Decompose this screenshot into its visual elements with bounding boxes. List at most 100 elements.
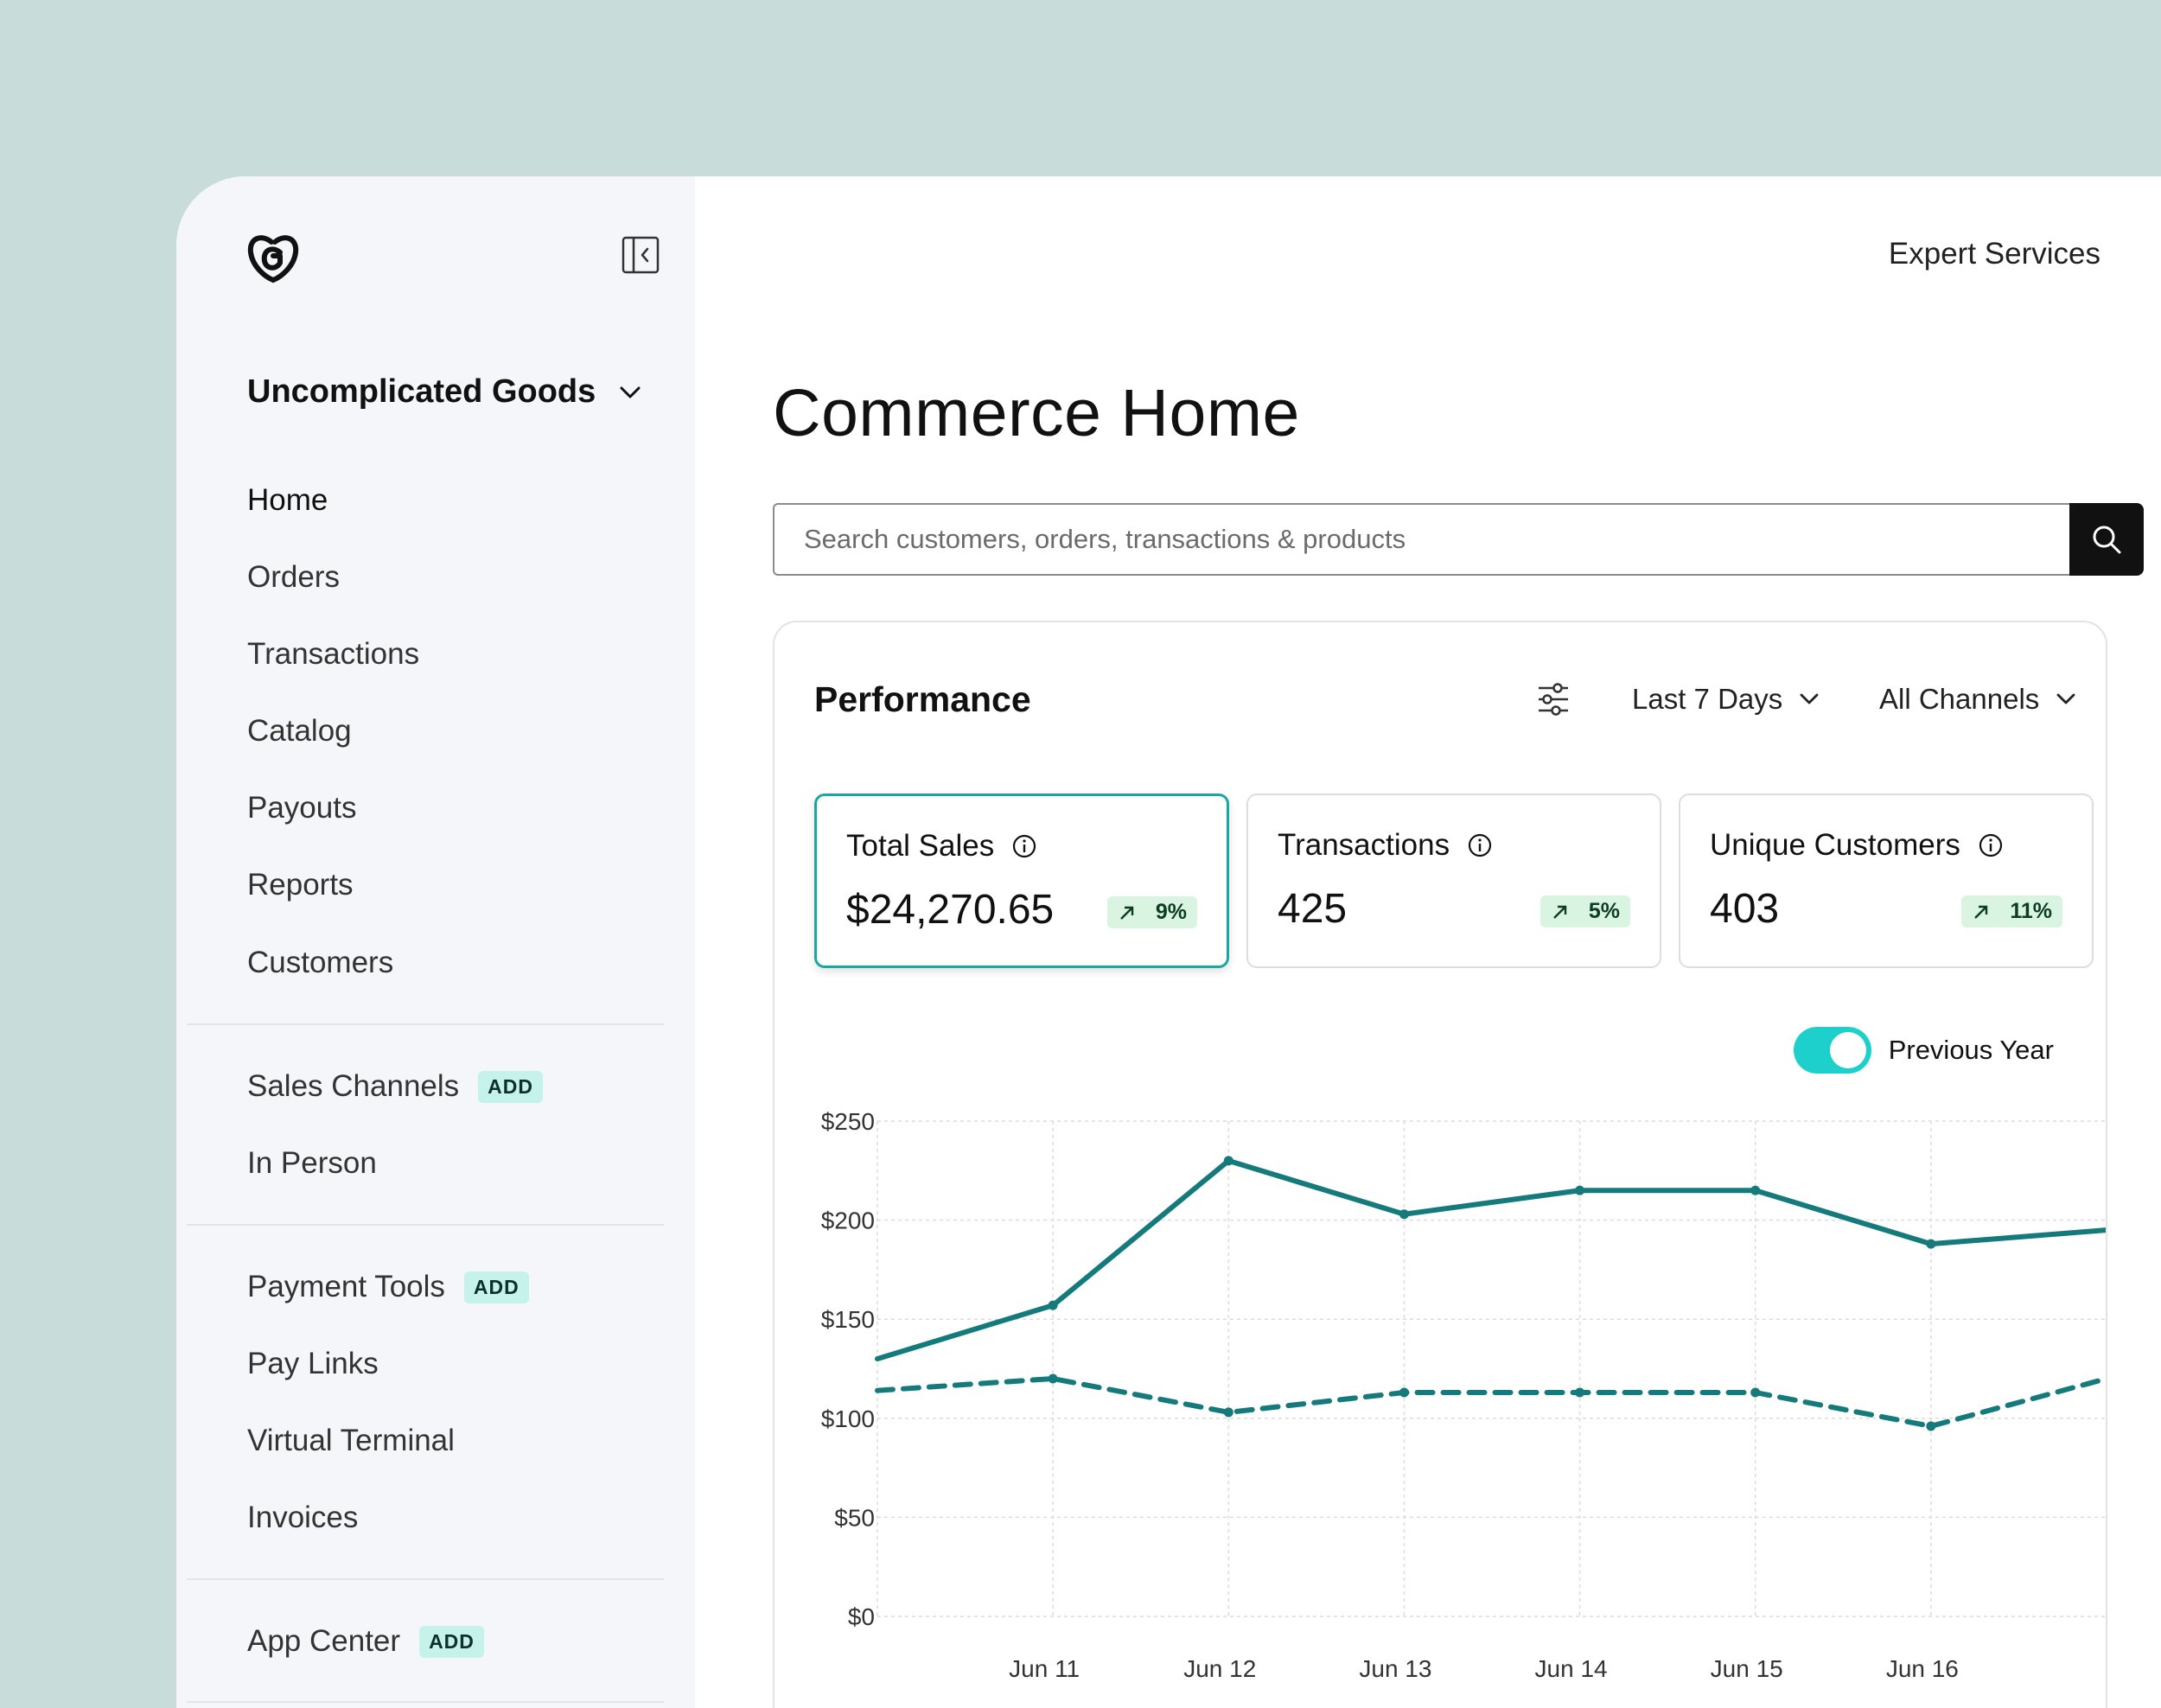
series-line-previous-year bbox=[875, 1375, 2106, 1429]
add-badge: ADD bbox=[419, 1625, 484, 1658]
data-point bbox=[1926, 1421, 1936, 1431]
data-point bbox=[1750, 1387, 1761, 1398]
info-icon[interactable] bbox=[1978, 832, 2004, 858]
sidebar-item-label: Payment Tools bbox=[247, 1270, 445, 1303]
data-point bbox=[1399, 1387, 1409, 1398]
add-badge: ADD bbox=[478, 1070, 543, 1103]
data-point bbox=[1048, 1373, 1058, 1384]
chevron-down-icon bbox=[2056, 693, 2075, 704]
sidebar-item-label: Customers bbox=[247, 946, 394, 979]
sidebar-item-in-person[interactable]: In Person bbox=[247, 1146, 377, 1181]
search-button[interactable] bbox=[2069, 503, 2144, 576]
store-switcher[interactable]: Uncomplicated Goods bbox=[247, 373, 642, 411]
sidebar-item-label: Catalog bbox=[247, 714, 352, 748]
info-icon[interactable] bbox=[1011, 833, 1037, 859]
expert-services-link[interactable]: Expert Services bbox=[1888, 237, 2100, 271]
data-point bbox=[1223, 1407, 1233, 1418]
x-tick-label: Jun 11 bbox=[1009, 1655, 1080, 1682]
metric-delta-badge: 9% bbox=[1106, 896, 1197, 928]
sidebar-item-label: Sales Channels bbox=[247, 1069, 460, 1103]
sidebar-item-home[interactable]: Home bbox=[247, 483, 328, 518]
metric-card-total-sales[interactable]: Total Sales $24,270.65 9% bbox=[814, 793, 1229, 968]
previous-year-toggle[interactable] bbox=[1793, 1027, 1871, 1074]
sidebar-item-payouts[interactable]: Payouts bbox=[247, 791, 356, 825]
metric-value: 425 bbox=[1278, 886, 1348, 932]
sidebar-item-virtual-terminal[interactable]: Virtual Terminal bbox=[247, 1424, 455, 1458]
metric-label-text: Unique Customers bbox=[1710, 828, 1960, 862]
arrow-up-right-icon bbox=[1974, 905, 1988, 919]
y-tick-label: $200 bbox=[821, 1208, 875, 1234]
data-point bbox=[1575, 1387, 1585, 1398]
data-point bbox=[1223, 1156, 1233, 1166]
metric-card-unique-customers[interactable]: Unique Customers 403 11% bbox=[1679, 793, 2094, 968]
metric-delta-value: 11% bbox=[2010, 899, 2052, 923]
sidebar-item-label: Virtual Terminal bbox=[247, 1424, 455, 1457]
y-tick-label: $50 bbox=[834, 1504, 875, 1531]
sidebar-item-label: In Person bbox=[247, 1146, 377, 1180]
sidebar-item-pay-links[interactable]: Pay Links bbox=[247, 1347, 379, 1381]
sidebar-item-label: Transactions bbox=[247, 637, 420, 671]
sidebar-item-label: App Center bbox=[247, 1624, 401, 1658]
x-tick-label: Jun 13 bbox=[1359, 1655, 1431, 1682]
metric-delta-value: 5% bbox=[1588, 899, 1620, 923]
performance-card: Performance Last 7 Days All Channe bbox=[773, 621, 2107, 1708]
previous-year-toggle-row: Previous Year bbox=[1793, 1027, 2054, 1074]
app-window: Uncomplicated Goods Home Orders Transact… bbox=[176, 176, 2161, 1708]
main-content: Expert Services Commerce Home Performanc… bbox=[695, 176, 2161, 1708]
collapse-sidebar-icon[interactable] bbox=[621, 235, 660, 275]
sidebar-divider bbox=[187, 1224, 664, 1226]
data-point bbox=[1750, 1185, 1761, 1195]
arrow-up-right-icon bbox=[1553, 905, 1567, 919]
performance-title: Performance bbox=[814, 679, 1031, 719]
metric-delta-badge: 5% bbox=[1539, 895, 1630, 927]
sidebar-item-app-center[interactable]: App Center ADD bbox=[247, 1624, 484, 1659]
sidebar-item-label: Payouts bbox=[247, 791, 357, 825]
y-tick-label: $100 bbox=[821, 1405, 875, 1432]
sidebar-item-catalog[interactable]: Catalog bbox=[247, 714, 352, 749]
sidebar-item-transactions[interactable]: Transactions bbox=[247, 637, 419, 672]
x-tick-label: Jun 15 bbox=[1711, 1655, 1783, 1682]
sidebar-item-label: Orders bbox=[247, 560, 340, 594]
data-point bbox=[1399, 1209, 1409, 1220]
metric-delta-value: 9% bbox=[1155, 900, 1187, 924]
sidebar-item-orders[interactable]: Orders bbox=[247, 560, 340, 595]
metric-label: Transactions bbox=[1278, 828, 1493, 863]
channels-dropdown-label: All Channels bbox=[1879, 683, 2040, 715]
performance-line-chart: $0 $50 $100 $150 $200 $250 Jun 11 Jun 12 Jun 13 J… bbox=[821, 1108, 2106, 1682]
sidebar-item-label: Home bbox=[247, 483, 328, 517]
chevron-down-icon bbox=[620, 386, 641, 398]
sidebar-item-sales-channels[interactable]: Sales Channels ADD bbox=[247, 1069, 543, 1104]
info-icon[interactable] bbox=[1467, 832, 1493, 858]
previous-year-label: Previous Year bbox=[1888, 1035, 2054, 1065]
sidebar-item-label: Pay Links bbox=[247, 1347, 379, 1380]
filter-sliders-icon[interactable] bbox=[1533, 679, 1573, 719]
sidebar-item-payment-tools[interactable]: Payment Tools ADD bbox=[247, 1270, 529, 1304]
data-point bbox=[1926, 1239, 1936, 1249]
series-line-current bbox=[875, 1157, 2106, 1362]
data-point bbox=[1048, 1300, 1058, 1310]
sidebar-item-customers[interactable]: Customers bbox=[247, 946, 393, 980]
search-bar bbox=[773, 503, 2144, 576]
y-tick-label: $150 bbox=[821, 1306, 875, 1333]
page-title: Commerce Home bbox=[773, 376, 1300, 450]
x-tick-label: Jun 16 bbox=[1886, 1655, 1959, 1682]
sidebar-item-reports[interactable]: Reports bbox=[247, 868, 354, 902]
period-dropdown-label: Last 7 Days bbox=[1632, 683, 1783, 715]
store-name: Uncomplicated Goods bbox=[247, 373, 596, 410]
metric-label-text: Transactions bbox=[1278, 828, 1450, 862]
metric-label: Total Sales bbox=[846, 829, 1037, 864]
channels-dropdown[interactable]: All Channels bbox=[1879, 683, 2077, 716]
sidebar-divider bbox=[187, 1023, 664, 1025]
metric-value: $24,270.65 bbox=[846, 887, 1055, 933]
metric-delta-badge: 11% bbox=[1961, 895, 2062, 927]
metric-label-text: Total Sales bbox=[846, 829, 995, 863]
sidebar-item-invoices[interactable]: Invoices bbox=[247, 1501, 358, 1535]
toggle-knob bbox=[1829, 1032, 1866, 1068]
search-input[interactable] bbox=[773, 503, 2069, 576]
metric-card-transactions[interactable]: Transactions 425 5% bbox=[1246, 793, 1661, 968]
x-tick-label: Jun 14 bbox=[1535, 1655, 1608, 1682]
chevron-down-icon bbox=[1800, 693, 1819, 704]
y-tick-label: $0 bbox=[848, 1603, 875, 1630]
godaddy-logo-icon[interactable] bbox=[245, 230, 301, 285]
period-dropdown[interactable]: Last 7 Days bbox=[1632, 683, 1820, 716]
